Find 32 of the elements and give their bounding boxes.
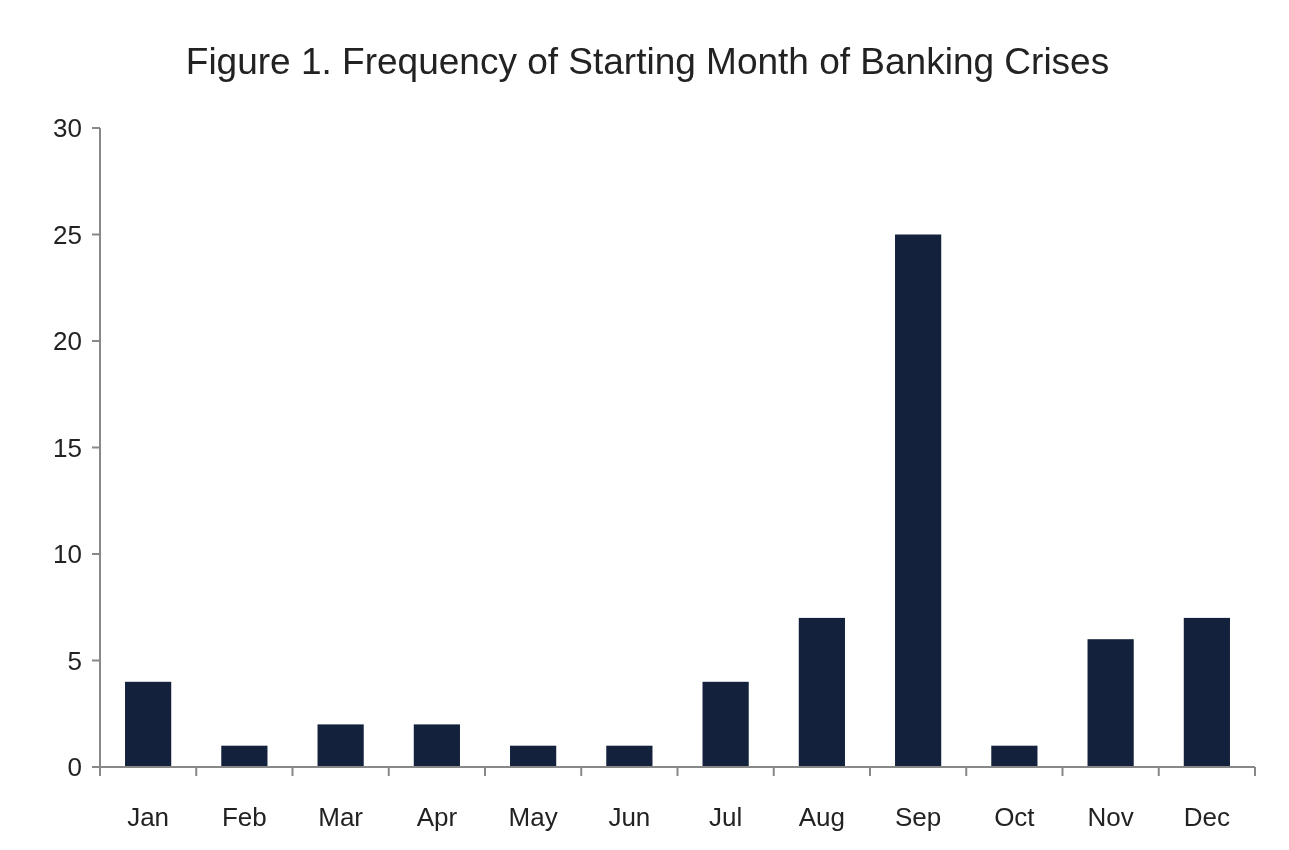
x-tick-label: Dec [1183,802,1230,832]
bar [991,745,1038,767]
y-tick-label: 20 [53,326,82,357]
bar [606,745,653,767]
x-tick-label: Jan [127,802,170,832]
x-tick-label: Jun [608,802,651,832]
x-tick-label: Apr [416,802,458,832]
chart-title: Figure 1. Frequency of Starting Month of Banking Crises [185,41,1110,82]
y-tick-label: 5 [67,645,82,676]
x-tick-label: Feb [221,802,267,832]
x-tick-label: Mar [318,802,364,832]
bar [413,724,460,767]
bar [125,681,172,767]
bar [317,724,364,767]
y-tick-label: 25 [53,219,82,250]
bar [221,745,268,767]
y-tick-label: 10 [53,539,82,570]
bar [798,617,845,767]
bar [510,745,557,767]
bar [1183,617,1230,767]
y-tick-label: 30 [53,113,82,144]
x-tick-label: Nov [1087,802,1134,832]
y-tick-label: 15 [53,432,82,463]
x-tick-label: Oct [994,802,1036,832]
bar [1087,639,1134,767]
y-tick-label: 0 [67,752,82,783]
bar [702,681,749,767]
x-tick-label: Aug [798,802,846,832]
x-tick-label: Jul [709,802,743,832]
x-tick-label: May [508,802,558,832]
x-tick-label: Sep [894,802,942,832]
bar [895,234,942,767]
